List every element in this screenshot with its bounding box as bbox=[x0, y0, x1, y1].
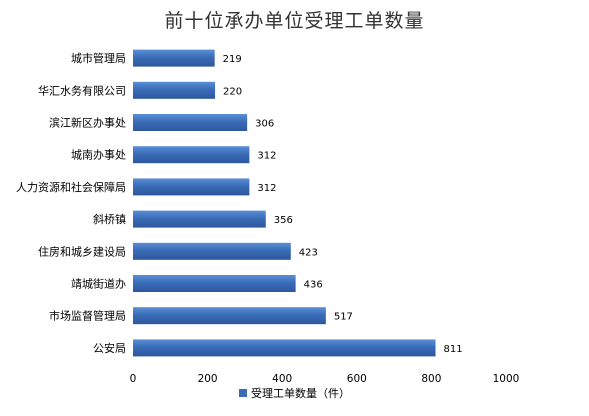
x-tick-label: 600 bbox=[347, 373, 367, 385]
bar bbox=[133, 49, 215, 67]
bar bbox=[133, 339, 436, 357]
category-label: 城市管理局 bbox=[71, 51, 126, 65]
category-label: 华汇水务有限公司 bbox=[38, 83, 126, 97]
x-tick-label: 1000 bbox=[493, 373, 520, 385]
bar bbox=[133, 81, 216, 99]
category-label: 公安局 bbox=[93, 341, 126, 355]
data-label: 423 bbox=[299, 247, 318, 258]
data-label: 220 bbox=[223, 86, 242, 97]
category-label: 滨江新区办事处 bbox=[49, 116, 126, 130]
bar bbox=[133, 114, 248, 131]
bar bbox=[133, 275, 296, 292]
x-tick-label: 0 bbox=[130, 373, 137, 385]
data-label: 811 bbox=[444, 344, 463, 355]
bar bbox=[133, 307, 326, 325]
legend-swatch bbox=[239, 389, 247, 397]
chart-title: 前十位承办单位受理工单数量 bbox=[164, 10, 425, 32]
data-label: 436 bbox=[304, 280, 323, 291]
category-label: 市场监督管理局 bbox=[49, 309, 126, 323]
bar bbox=[133, 242, 291, 260]
category-label: 住房和城乡建设局 bbox=[38, 244, 126, 258]
category-label: 城南办事处 bbox=[71, 149, 126, 162]
legend: 受理工单数量（件） bbox=[0, 385, 589, 401]
x-tick-label: 200 bbox=[198, 373, 218, 385]
data-label: 312 bbox=[257, 151, 276, 162]
x-tick-label: 400 bbox=[272, 373, 292, 385]
data-label: 219 bbox=[223, 54, 242, 65]
category-label: 人力资源和社会保障局 bbox=[16, 180, 126, 194]
bar bbox=[133, 210, 266, 228]
legend-label: 受理工单数量（件） bbox=[251, 387, 350, 400]
data-label: 517 bbox=[334, 312, 353, 323]
data-label: 356 bbox=[274, 215, 293, 226]
category-label: 斜桥镇 bbox=[93, 212, 126, 226]
bar bbox=[133, 178, 250, 196]
x-tick-label: 800 bbox=[421, 373, 441, 385]
bar bbox=[133, 146, 250, 164]
category-label: 靖城街道办 bbox=[71, 277, 126, 291]
data-label: 312 bbox=[257, 183, 276, 194]
data-label: 306 bbox=[255, 119, 274, 130]
